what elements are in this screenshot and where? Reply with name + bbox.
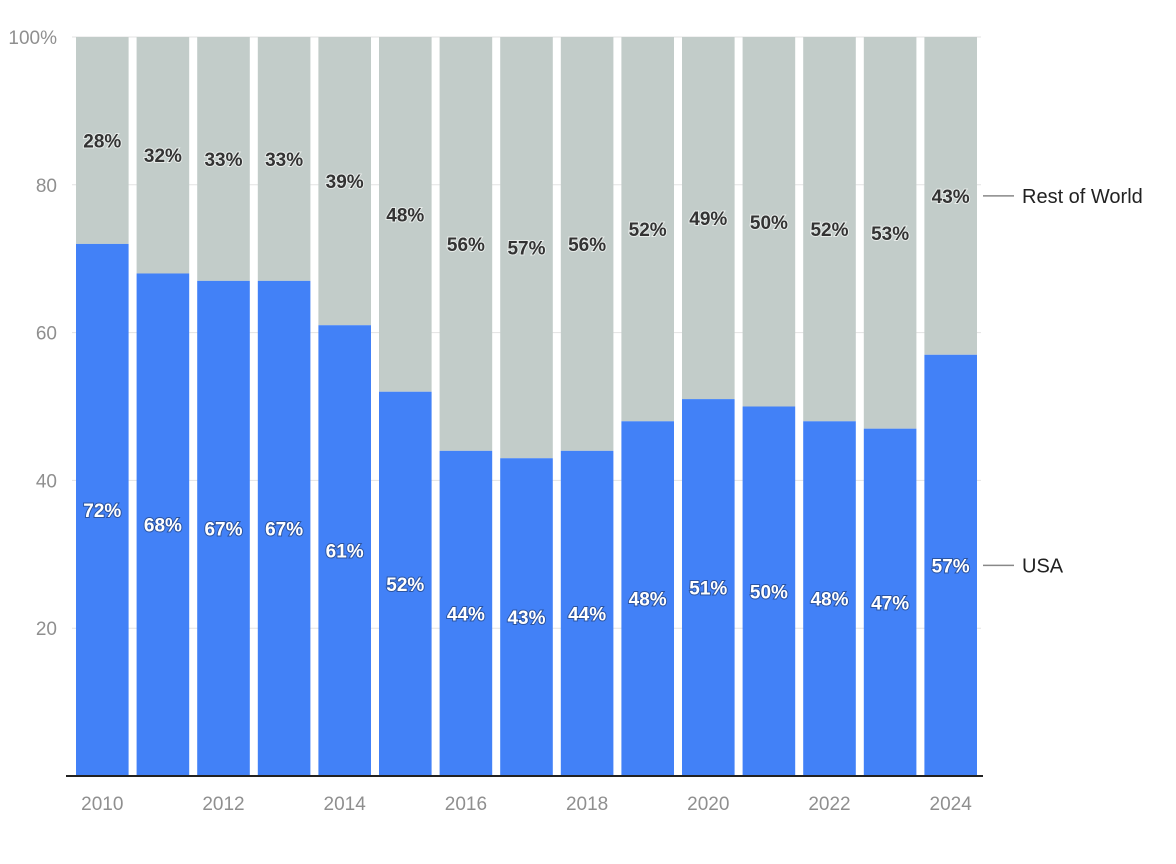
- rest-of-world-data-label: 56%: [447, 235, 485, 256]
- legend-rest-of-world-label: Rest of World: [1022, 186, 1143, 208]
- bar-rest-of-world: [682, 37, 735, 400]
- usa-data-label: 72%: [83, 501, 121, 522]
- bar-rest-of-world: [257, 37, 311, 281]
- bar-usa: [379, 391, 432, 776]
- bar-rest-of-world: [197, 37, 250, 281]
- x-tick-label: 2014: [324, 794, 367, 815]
- bar-usa: [924, 354, 977, 776]
- x-tick-label: 2022: [808, 794, 850, 815]
- rest-of-world-data-label: 33%: [204, 150, 242, 171]
- bar-rest-of-world: [863, 37, 917, 429]
- y-tick-label: 40: [36, 471, 57, 492]
- rest-of-world-data-label: 57%: [507, 239, 545, 260]
- x-tick-label: 2018: [566, 794, 608, 815]
- rest-of-world-data-label: 28%: [83, 131, 121, 152]
- rest-of-world-data-label: 39%: [326, 172, 364, 193]
- usa-data-label: 44%: [568, 604, 606, 625]
- y-tick-label: 80: [36, 176, 57, 197]
- bar-rest-of-world: [742, 37, 796, 407]
- usa-data-label: 68%: [144, 516, 182, 537]
- bar-usa: [863, 428, 917, 776]
- usa-data-label: 52%: [386, 575, 424, 596]
- bar-rest-of-world: [439, 37, 493, 451]
- usa-data-label: 50%: [750, 582, 788, 603]
- usa-data-label: 47%: [871, 593, 909, 614]
- bar-usa: [803, 421, 856, 776]
- rest-of-world-data-label: 52%: [629, 220, 667, 241]
- x-tick-label: 2012: [202, 794, 244, 815]
- rest-of-world-data-label: 50%: [750, 213, 788, 234]
- bar-usa: [439, 450, 493, 776]
- bar-rest-of-world: [318, 37, 371, 326]
- rest-of-world-data-label: 53%: [871, 224, 909, 245]
- usa-data-label: 67%: [265, 519, 303, 540]
- x-tick-label: 2020: [687, 794, 729, 815]
- bar-rest-of-world: [560, 37, 614, 451]
- rest-of-world-data-label: 33%: [265, 150, 303, 171]
- bar-usa: [76, 243, 129, 777]
- rest-of-world-data-label: 43%: [932, 187, 970, 208]
- usa-data-label: 43%: [507, 608, 545, 629]
- usa-data-label: 48%: [629, 590, 667, 611]
- rest-of-world-data-label: 32%: [144, 146, 182, 167]
- bar-rest-of-world: [803, 37, 856, 422]
- bar-usa: [197, 280, 250, 776]
- y-tick-label: 20: [36, 619, 57, 640]
- bars: [76, 37, 977, 777]
- bar-rest-of-world: [76, 37, 129, 244]
- bar-rest-of-world: [500, 37, 553, 459]
- usa-data-label: 67%: [204, 519, 242, 540]
- rest-of-world-data-label: 52%: [810, 220, 848, 241]
- bar-usa: [742, 406, 796, 776]
- bar-rest-of-world: [924, 37, 977, 355]
- usa-data-label: 61%: [326, 542, 364, 563]
- bar-usa: [136, 273, 190, 776]
- bar-usa: [682, 399, 735, 776]
- rest-of-world-data-label: 48%: [386, 205, 424, 226]
- usa-data-label: 48%: [810, 590, 848, 611]
- legend-usa-label: USA: [1022, 555, 1064, 577]
- y-tick-label: 60: [36, 324, 57, 345]
- bar-usa: [257, 280, 311, 776]
- bar-usa: [500, 458, 553, 776]
- usa-data-label: 44%: [447, 604, 485, 625]
- y-tick-label: 100%: [8, 28, 57, 49]
- bar-rest-of-world: [136, 37, 190, 274]
- bar-usa: [560, 450, 614, 776]
- bar-rest-of-world: [379, 37, 432, 392]
- rest-of-world-data-label: 49%: [689, 209, 727, 230]
- x-tick-label: 2016: [445, 794, 487, 815]
- bar-usa: [621, 421, 674, 776]
- x-tick-label: 2024: [930, 794, 973, 815]
- bar-rest-of-world: [621, 37, 674, 422]
- rest-of-world-data-label: 56%: [568, 235, 606, 256]
- x-tick-label: 2010: [81, 794, 123, 815]
- usa-data-label: 57%: [932, 556, 970, 577]
- usa-data-label: 51%: [689, 579, 727, 600]
- bar-usa: [318, 325, 371, 776]
